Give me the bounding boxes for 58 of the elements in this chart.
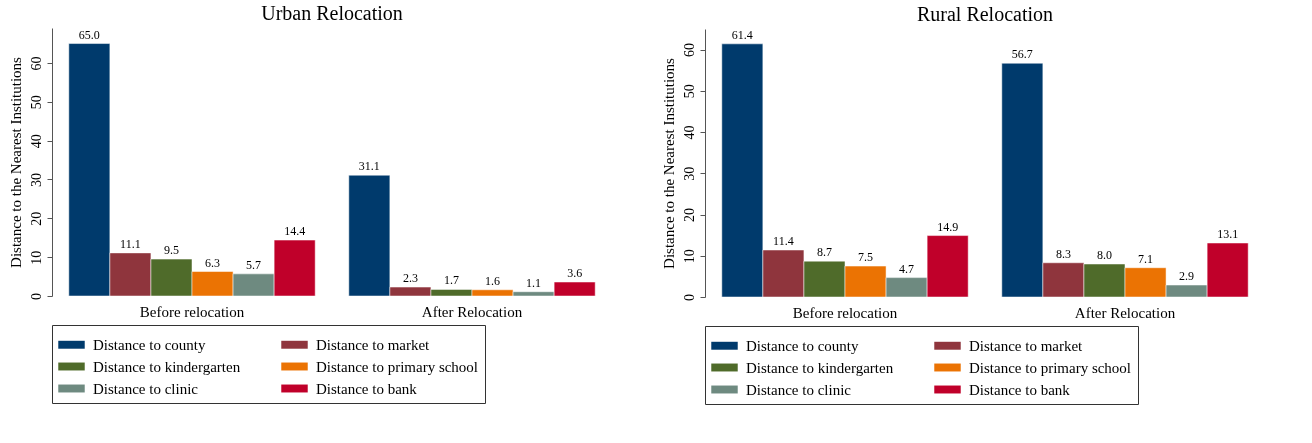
x-tick-label: After Relocation bbox=[1074, 304, 1176, 321]
data-label: 2.3 bbox=[402, 271, 418, 286]
data-label: 3.6 bbox=[567, 266, 583, 281]
y-tick-label: 20 bbox=[28, 211, 44, 226]
data-label: 61.4 bbox=[731, 27, 753, 42]
y-tick-label: 0 bbox=[681, 294, 697, 301]
legend-label: Distance to kindergarten bbox=[746, 359, 894, 376]
legend-label: Distance to bank bbox=[316, 380, 418, 397]
data-label: 1.7 bbox=[443, 273, 459, 288]
legend-label: Distance to clinic bbox=[746, 381, 852, 398]
data-label: 14.4 bbox=[284, 224, 306, 239]
y-tick-label: 60 bbox=[681, 43, 697, 58]
y-tick-label: 50 bbox=[28, 95, 44, 110]
data-label: 1.6 bbox=[485, 273, 501, 288]
x-tick-label: Before relocation bbox=[792, 304, 898, 321]
y-tick-label: 50 bbox=[681, 84, 697, 99]
legend-label: Distance to clinic bbox=[93, 380, 199, 397]
data-label: 8.3 bbox=[1055, 246, 1071, 261]
y-tick-label: 40 bbox=[28, 134, 44, 149]
data-label: 31.1 bbox=[358, 159, 380, 174]
y-tick-label: 0 bbox=[28, 293, 44, 300]
legend-label: Distance to primary school bbox=[969, 359, 1132, 376]
data-label: 65.0 bbox=[78, 27, 100, 42]
data-label: 8.7 bbox=[816, 245, 832, 260]
data-label: 13.1 bbox=[1217, 226, 1239, 241]
chart-title: Rural Relocation bbox=[916, 2, 1054, 25]
data-label: 9.5 bbox=[163, 243, 179, 258]
y-tick-label: 10 bbox=[28, 250, 44, 265]
y-axis-title: Distance to the Nearest Institutions bbox=[660, 57, 677, 269]
data-label: 4.7 bbox=[899, 261, 915, 276]
x-tick-label: After Relocation bbox=[421, 303, 523, 320]
y-tick-label: 30 bbox=[28, 172, 44, 187]
legend-label: Distance to market bbox=[316, 336, 431, 353]
data-label: 8.0 bbox=[1096, 248, 1112, 263]
legend-label: Distance to market bbox=[969, 337, 1084, 354]
data-label: 7.1 bbox=[1138, 251, 1154, 266]
chart-title: Urban Relocation bbox=[261, 2, 403, 24]
data-label: 11.4 bbox=[773, 234, 794, 248]
x-tick-label: Before relocation bbox=[139, 303, 245, 320]
y-tick-label: 10 bbox=[681, 249, 697, 264]
y-tick-label: 20 bbox=[681, 208, 697, 223]
legend-label: Distance to county bbox=[93, 336, 206, 353]
legend-label: Distance to county bbox=[746, 337, 859, 354]
data-label: 2.9 bbox=[1179, 269, 1195, 284]
y-tick-label: 30 bbox=[681, 166, 697, 181]
data-label: 5.7 bbox=[246, 257, 262, 272]
data-label: 1.1 bbox=[526, 275, 542, 290]
data-label: 6.3 bbox=[205, 255, 221, 270]
legend-label: Distance to bank bbox=[969, 381, 1071, 398]
data-label: 56.7 bbox=[1011, 47, 1033, 62]
y-axis-title: Distance to the Nearest Institutions bbox=[7, 56, 24, 268]
data-label: 14.9 bbox=[937, 219, 959, 234]
legend-label: Distance to primary school bbox=[316, 358, 479, 375]
data-label: 7.5 bbox=[858, 250, 874, 265]
y-tick-label: 40 bbox=[681, 125, 697, 140]
data-label: 11.1 bbox=[120, 236, 141, 251]
y-tick-label: 60 bbox=[28, 56, 44, 71]
legend-label: Distance to kindergarten bbox=[93, 358, 241, 375]
